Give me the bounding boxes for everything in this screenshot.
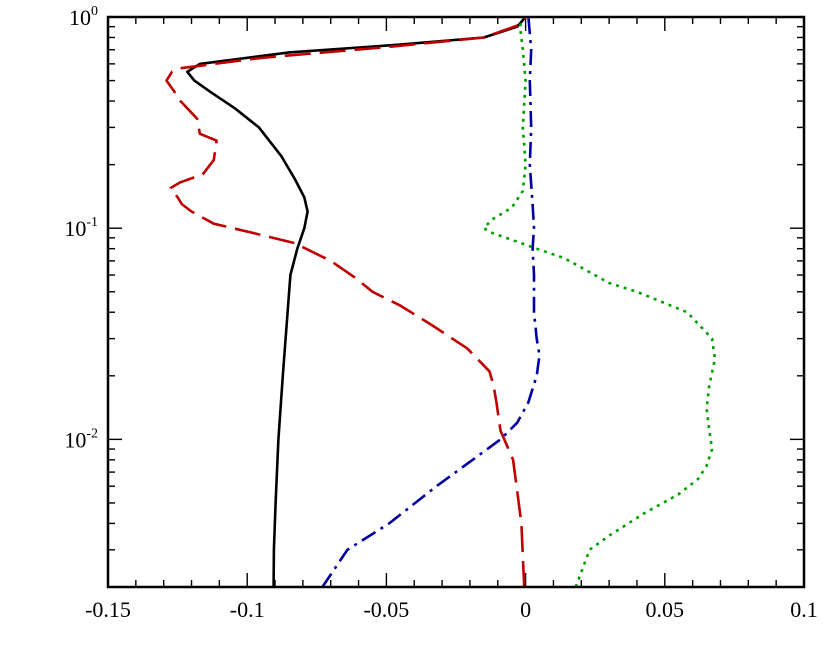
x-tick-label: 0.1 <box>790 597 818 622</box>
series-dashed-line <box>165 16 527 588</box>
axis-ticks <box>107 16 805 588</box>
series-solid-line <box>186 16 527 588</box>
x-tick-label: -0.1 <box>230 597 265 622</box>
series-dashdot-line <box>321 16 541 588</box>
series-group <box>165 16 717 588</box>
x-tick-label: 0 <box>520 597 531 622</box>
y-tick-label: 10-2 <box>64 426 98 452</box>
tick-labels: -0.15 -0.1 -0.05 0 0.05 0.1 10-2 10-1 100 <box>64 4 817 622</box>
x-tick-label: 0.05 <box>646 597 685 622</box>
plot-frame <box>106 15 806 589</box>
x-tick-label: -0.15 <box>85 597 131 622</box>
x-tick-label: -0.05 <box>363 597 409 622</box>
y-tick-label: 10-1 <box>64 215 98 241</box>
y-tick-label: 100 <box>69 4 98 30</box>
